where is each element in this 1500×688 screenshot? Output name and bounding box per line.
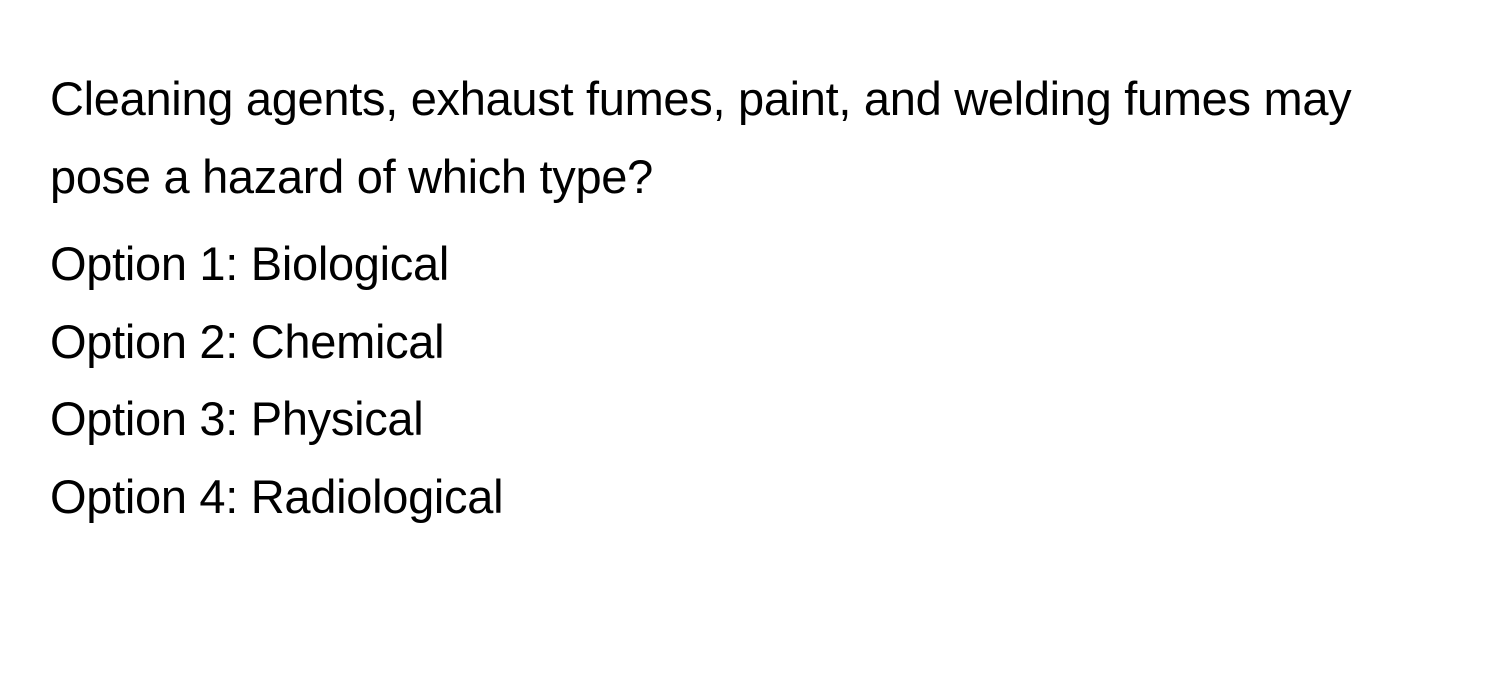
option-1: Option 1: Biological [50,225,1450,303]
question-text: Cleaning agents, exhaust fumes, paint, a… [50,60,1450,215]
question-container: Cleaning agents, exhaust fumes, paint, a… [50,60,1450,535]
option-4: Option 4: Radiological [50,458,1450,536]
option-3: Option 3: Physical [50,380,1450,458]
option-2: Option 2: Chemical [50,303,1450,381]
